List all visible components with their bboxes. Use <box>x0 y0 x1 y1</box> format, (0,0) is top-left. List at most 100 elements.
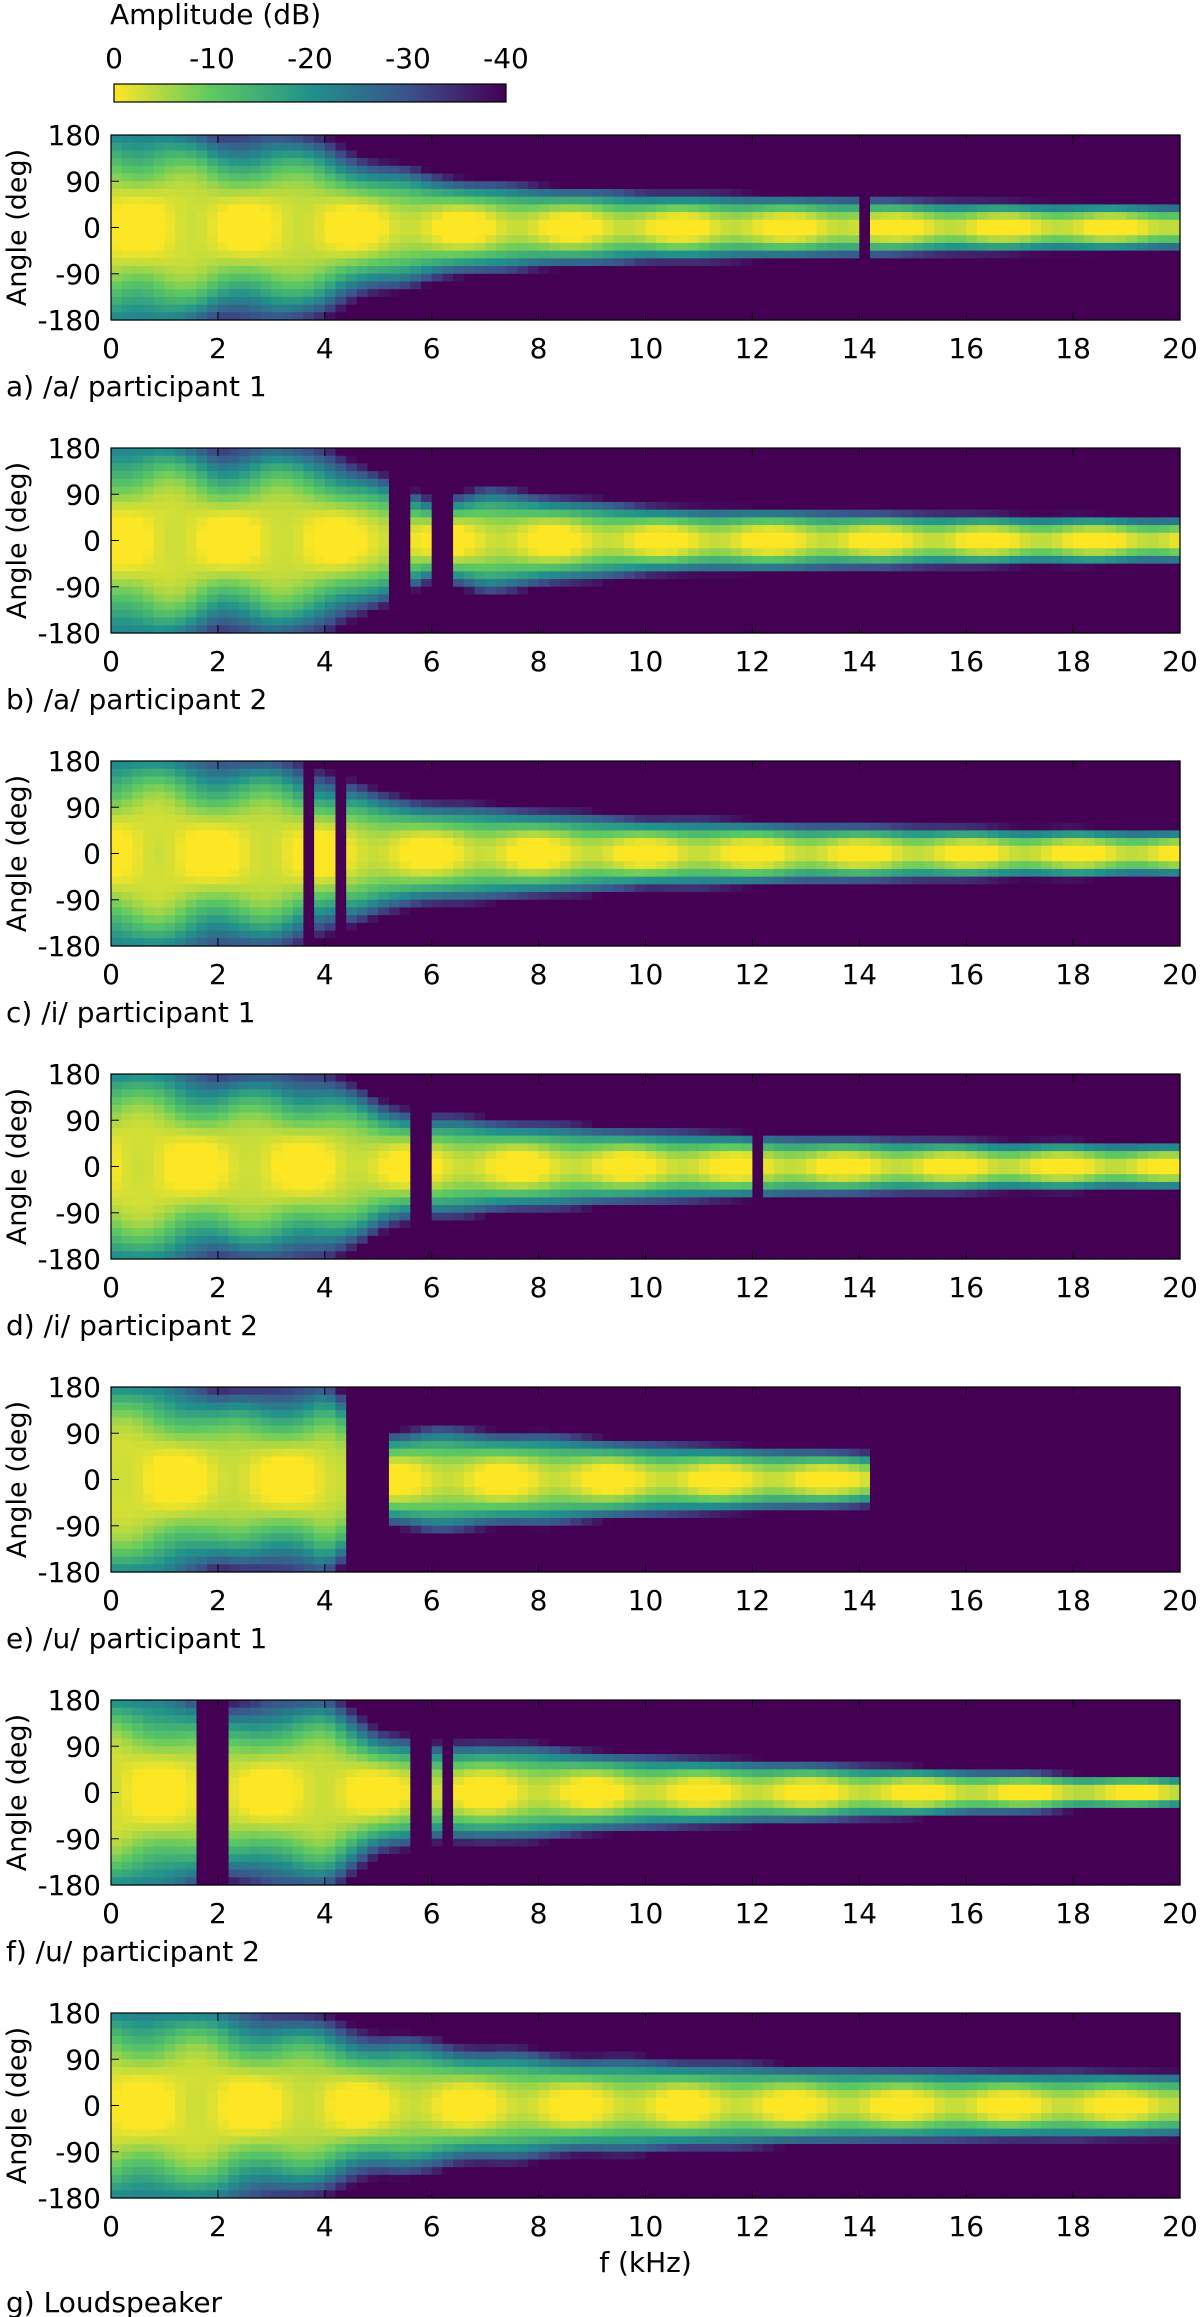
heatmap-cell <box>1115 219 1128 229</box>
heatmap-cell <box>474 196 486 205</box>
heatmap-cell <box>763 471 775 480</box>
heatmap-cell <box>752 609 764 619</box>
heatmap-cell <box>153 448 166 457</box>
heatmap-cell <box>752 312 764 321</box>
heatmap-cell <box>1030 517 1042 526</box>
heatmap-cell <box>121 242 133 252</box>
heatmap-cell <box>634 617 647 626</box>
x-tick-label: 2 <box>209 332 227 365</box>
heatmap-cell <box>1030 486 1042 495</box>
heatmap-cell <box>934 486 946 495</box>
heatmap-cell <box>923 219 935 229</box>
heatmap-cell <box>314 602 326 611</box>
heatmap-cell <box>314 609 326 619</box>
heatmap-cell <box>399 266 411 275</box>
heatmap-cell <box>741 602 753 611</box>
heatmap-cell <box>570 579 582 588</box>
heatmap-cell <box>1094 266 1106 275</box>
heatmap-cell <box>923 494 935 503</box>
heatmap-cell <box>581 448 593 457</box>
heatmap-cell <box>121 250 133 259</box>
heatmap-cell <box>698 158 711 167</box>
heatmap-cell <box>1083 625 1096 634</box>
heatmap-cell <box>902 150 914 159</box>
heatmap-cell <box>474 266 486 275</box>
heatmap-cell <box>784 478 796 488</box>
heatmap-cell <box>153 304 166 313</box>
heatmap-cell <box>292 625 305 634</box>
heatmap-cell <box>645 135 657 144</box>
heatmap-cell <box>859 540 871 549</box>
heatmap-cell <box>955 273 967 283</box>
heatmap-cell <box>570 289 582 298</box>
heatmap-cell <box>431 181 443 190</box>
heatmap-cell <box>848 563 860 572</box>
heatmap-cell <box>1105 486 1117 495</box>
heatmap-cell <box>880 548 892 557</box>
heatmap-cell <box>966 555 978 565</box>
heatmap-cell <box>1094 571 1106 580</box>
heatmap-cell <box>346 509 358 518</box>
heatmap-cell <box>1105 501 1117 511</box>
heatmap-cell <box>474 258 486 267</box>
heatmap-cell <box>923 142 935 152</box>
heatmap-cell <box>1094 540 1106 549</box>
heatmap-cell <box>656 548 668 557</box>
heatmap-cell <box>1073 296 1085 306</box>
heatmap-cell <box>271 463 283 472</box>
heatmap-cell <box>752 448 764 457</box>
heatmap-cell <box>185 142 198 152</box>
heatmap-cell <box>602 266 615 275</box>
heatmap-cell <box>121 602 133 611</box>
heatmap-cell <box>367 540 379 549</box>
heatmap-cell <box>634 289 647 298</box>
heatmap-cell <box>987 142 999 152</box>
heatmap-cell <box>602 312 615 321</box>
heatmap-cell <box>111 173 123 182</box>
heatmap-cell <box>239 548 251 557</box>
heatmap-cell <box>934 235 946 244</box>
heatmap-cell <box>966 142 978 152</box>
heatmap-cell <box>1019 579 1031 588</box>
heatmap-cell <box>581 455 593 465</box>
heatmap-cell <box>132 830 144 839</box>
heatmap-cell <box>346 273 358 283</box>
heatmap-cell <box>485 266 497 275</box>
heatmap-cell <box>143 768 155 778</box>
heatmap-cell <box>720 463 732 472</box>
heatmap-cell <box>324 212 337 221</box>
heatmap-cell <box>731 188 743 198</box>
heatmap-cell <box>1126 540 1138 549</box>
heatmap-cell <box>816 289 828 298</box>
heatmap-cell <box>602 501 615 511</box>
heatmap-cell <box>474 219 486 229</box>
heatmap-cell <box>506 165 518 175</box>
heatmap-cell <box>463 579 476 588</box>
heatmap-cell <box>367 235 379 244</box>
heatmap-cell <box>784 448 796 457</box>
heatmap-cell <box>185 486 198 495</box>
heatmap-cell <box>581 289 593 298</box>
heatmap-cell <box>752 258 764 267</box>
colorbar-gradient <box>113 83 507 103</box>
heatmap-cell <box>399 509 411 518</box>
heatmap-cell <box>1051 165 1064 175</box>
heatmap-cell <box>698 173 711 182</box>
heatmap-cell <box>720 304 732 313</box>
heatmap-cell <box>1105 494 1117 503</box>
heatmap-cell <box>217 571 230 580</box>
heatmap-cell <box>132 861 144 870</box>
heatmap-cell <box>869 188 882 198</box>
heatmap-cell <box>303 212 315 221</box>
heatmap-cell <box>260 602 272 611</box>
heatmap-cell <box>485 548 497 557</box>
heatmap-cell <box>378 594 390 603</box>
heatmap-cell <box>880 486 892 495</box>
heatmap-cell <box>1169 250 1181 259</box>
heatmap-cell <box>1137 296 1149 306</box>
heatmap-cell <box>987 617 999 626</box>
heatmap-cell <box>217 273 230 283</box>
heatmap-cell <box>378 478 390 488</box>
heatmap-cell <box>1051 571 1064 580</box>
heatmap-cell <box>249 609 262 619</box>
